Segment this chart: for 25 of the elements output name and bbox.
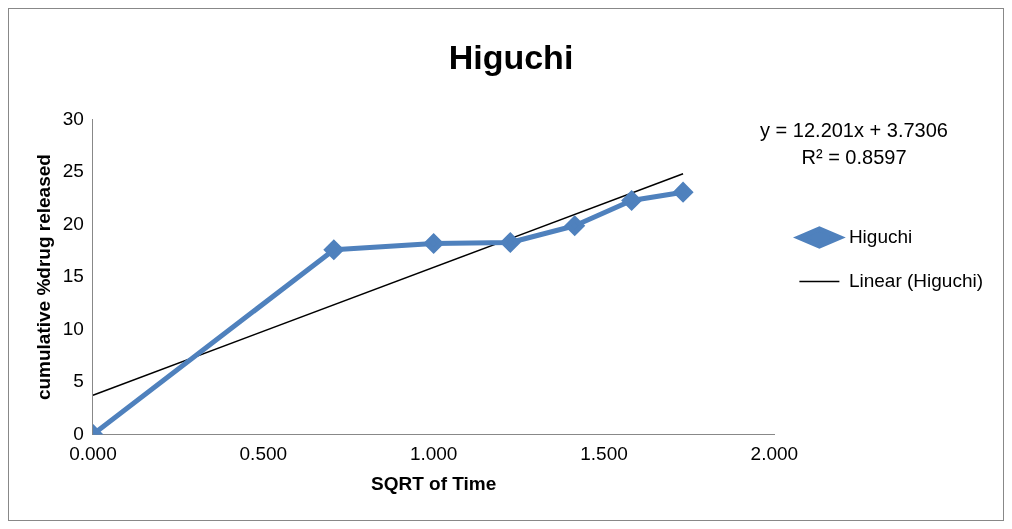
x-tick-label: 0.500 <box>239 443 288 465</box>
point <box>424 234 444 254</box>
chart-title: Higuchi <box>448 37 574 76</box>
point <box>673 182 693 202</box>
point <box>500 232 520 252</box>
x-tick-label: 1.000 <box>409 443 458 465</box>
x-tick-label: 2.000 <box>750 443 799 465</box>
y-tick-label: 20 <box>62 212 84 234</box>
y-tick-label: 10 <box>62 317 84 339</box>
legend-label: Linear (Higuchi) <box>848 269 984 291</box>
y-tick-label: 15 <box>62 265 84 287</box>
legend-label: Higuchi <box>848 225 913 247</box>
y-tick-label: 0 <box>73 422 84 444</box>
y-tick-label: 25 <box>62 160 84 182</box>
x-tick-label: 0.000 <box>69 443 117 465</box>
point <box>622 191 642 211</box>
annotation: y = 12.201x + 3.7306 <box>760 119 948 141</box>
text: R² = 0.8597 <box>801 146 907 168</box>
point <box>324 240 344 260</box>
point <box>565 216 585 236</box>
x-tick-label: 1.500 <box>580 443 628 465</box>
y-tick-label: 5 <box>73 370 84 392</box>
y-tick-label: 30 <box>62 108 84 130</box>
x-axis-title: SQRT of Time <box>371 472 497 494</box>
y-axis-title: cumulative %drug released <box>32 154 54 401</box>
